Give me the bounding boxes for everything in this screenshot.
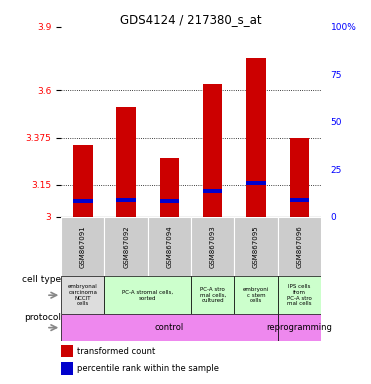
Bar [116, 198, 136, 202]
Text: PC-A stro
mal cells,
cultured: PC-A stro mal cells, cultured [200, 287, 226, 303]
Bar [203, 189, 223, 194]
Text: embryoni
c stem
cells: embryoni c stem cells [243, 287, 269, 303]
Bar [105, 217, 148, 276]
Bar [278, 314, 321, 341]
Text: GSM867095: GSM867095 [253, 225, 259, 268]
Bar [278, 217, 321, 276]
Bar [61, 217, 105, 276]
Bar [234, 217, 278, 276]
Text: GSM867091: GSM867091 [80, 225, 86, 268]
Bar [203, 84, 223, 217]
Text: GSM867092: GSM867092 [123, 225, 129, 268]
Text: IPS cells
from
PC-A stro
mal cells: IPS cells from PC-A stro mal cells [287, 284, 312, 306]
Text: GSM867096: GSM867096 [296, 225, 302, 268]
Bar [61, 276, 105, 314]
Bar [105, 276, 191, 314]
Bar [278, 276, 321, 314]
Text: embryonal
carcinoma
NCCIT
cells: embryonal carcinoma NCCIT cells [68, 284, 98, 306]
Bar [148, 217, 191, 276]
Bar [246, 58, 266, 217]
Text: protocol: protocol [24, 313, 61, 321]
Text: percentile rank within the sample: percentile rank within the sample [77, 364, 219, 373]
Bar [191, 217, 234, 276]
Text: cell type: cell type [22, 275, 61, 284]
Bar [160, 199, 179, 203]
Text: control: control [155, 323, 184, 332]
Text: transformed count: transformed count [77, 347, 155, 356]
Text: GSM867093: GSM867093 [210, 225, 216, 268]
Bar [289, 198, 309, 202]
Text: GSM867094: GSM867094 [167, 225, 173, 268]
Title: GDS4124 / 217380_s_at: GDS4124 / 217380_s_at [120, 13, 262, 26]
Bar [191, 276, 234, 314]
Bar [73, 145, 93, 217]
Bar [246, 181, 266, 185]
Bar [289, 137, 309, 217]
Bar [160, 157, 179, 217]
Bar [61, 362, 73, 374]
Text: PC-A stromal cells,
sorted: PC-A stromal cells, sorted [122, 290, 173, 301]
Text: reprogramming: reprogramming [266, 323, 332, 332]
Bar [61, 345, 73, 357]
Bar [61, 314, 278, 341]
Bar [73, 199, 93, 203]
Bar [234, 276, 278, 314]
Bar [116, 107, 136, 217]
